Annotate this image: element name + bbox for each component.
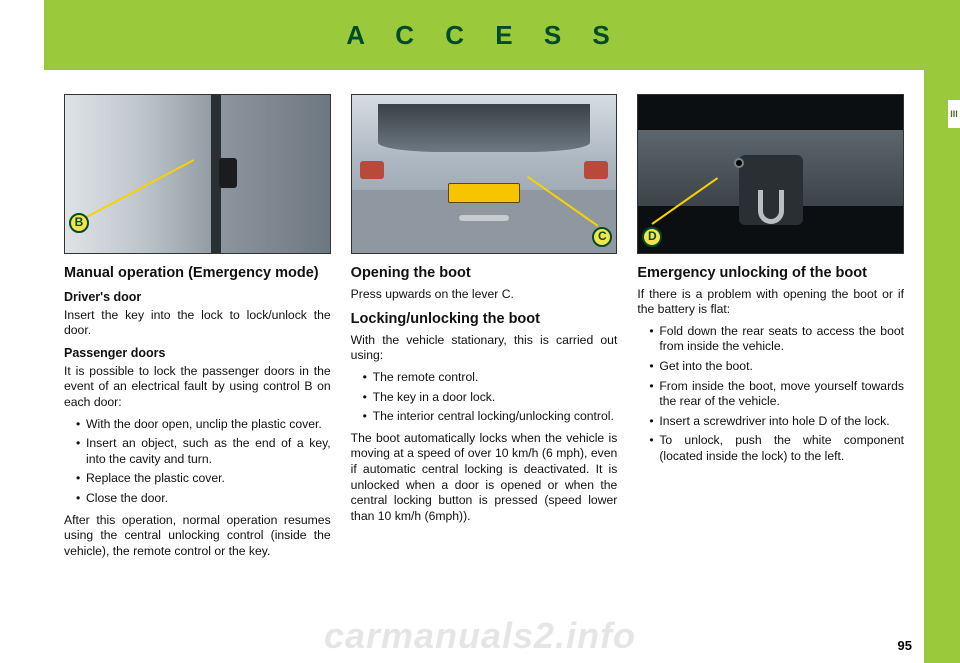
column-2: C Opening the boot Press upwards on the … bbox=[351, 94, 618, 565]
column-3: D Emergency unlocking of the boot If the… bbox=[637, 94, 904, 565]
taillight-right-graphic bbox=[584, 161, 608, 179]
list-item: The remote control. bbox=[363, 370, 618, 386]
list-item: From inside the boot, move yourself towa… bbox=[649, 379, 904, 410]
list-item: The key in a door lock. bbox=[363, 390, 618, 406]
list-item: Replace the plastic cover. bbox=[76, 471, 331, 487]
callout-badge-b: B bbox=[69, 213, 89, 233]
rear-window-graphic bbox=[378, 104, 590, 151]
para-drivers-door: Insert the key into the lock to lock/unl… bbox=[64, 308, 331, 339]
para-locking-boot: With the vehicle stationary, this is car… bbox=[351, 333, 618, 364]
content-area: B Manual operation (Emergency mode) Driv… bbox=[44, 70, 924, 663]
boot-handle-graphic bbox=[459, 215, 509, 221]
list-passenger-steps: With the door open, unclip the plastic c… bbox=[64, 417, 331, 507]
heading-emergency-unlock: Emergency unlocking of the boot bbox=[637, 264, 904, 283]
heading-locking-boot: Locking/unlocking the boot bbox=[351, 310, 618, 329]
left-margin-bar bbox=[0, 0, 44, 663]
para-opening-boot: Press upwards on the lever C. bbox=[351, 287, 618, 303]
page-title: A C C E S S bbox=[346, 20, 622, 51]
list-item: With the door open, unclip the plastic c… bbox=[76, 417, 331, 433]
list-item: Close the door. bbox=[76, 491, 331, 507]
page-header: A C C E S S bbox=[44, 0, 924, 70]
list-item: The interior central locking/unlocking c… bbox=[363, 409, 618, 425]
para-after-operation: After this operation, normal operation r… bbox=[64, 513, 331, 560]
badge-b: B bbox=[69, 213, 89, 233]
list-emergency-steps: Fold down the rear seats to access the b… bbox=[637, 324, 904, 465]
list-locking-methods: The remote control. The key in a door lo… bbox=[351, 370, 618, 425]
page-number: 95 bbox=[898, 638, 912, 653]
taillight-left-graphic bbox=[360, 161, 384, 179]
heading-passenger-doors: Passenger doors bbox=[64, 345, 331, 361]
callout-badge-c: C bbox=[592, 227, 612, 247]
lock-hole-graphic bbox=[734, 158, 744, 168]
figure-boot-lever: C bbox=[351, 94, 618, 254]
figure-door-lock: B bbox=[64, 94, 331, 254]
latch-hook-graphic bbox=[758, 190, 784, 224]
column-1: B Manual operation (Emergency mode) Driv… bbox=[64, 94, 331, 565]
list-item: Insert a screwdriver into hole D of the … bbox=[649, 414, 904, 430]
heading-opening-boot: Opening the boot bbox=[351, 264, 618, 283]
heading-drivers-door: Driver's door bbox=[64, 289, 331, 305]
callout-line-b bbox=[79, 159, 195, 222]
para-auto-lock: The boot automatically locks when the ve… bbox=[351, 431, 618, 525]
para-passenger-doors: It is possible to lock the passenger doo… bbox=[64, 364, 331, 411]
list-item: Insert an object, such as the end of a k… bbox=[76, 436, 331, 467]
badge-d: D bbox=[642, 227, 662, 247]
section-tab: III bbox=[948, 100, 960, 128]
figure-emergency-lock: D bbox=[637, 94, 904, 254]
list-item: Get into the boot. bbox=[649, 359, 904, 375]
door-latch-graphic bbox=[219, 158, 237, 188]
license-plate-graphic bbox=[448, 183, 520, 203]
heading-manual-operation: Manual operation (Emergency mode) bbox=[64, 264, 331, 283]
para-emergency-if: If there is a problem with opening the b… bbox=[637, 287, 904, 318]
list-item: To unlock, push the white component (loc… bbox=[649, 433, 904, 464]
columns: B Manual operation (Emergency mode) Driv… bbox=[64, 94, 904, 565]
list-item: Fold down the rear seats to access the b… bbox=[649, 324, 904, 355]
badge-c: C bbox=[592, 227, 612, 247]
watermark: carmanuals2.info bbox=[324, 615, 636, 657]
callout-badge-d: D bbox=[642, 227, 662, 247]
